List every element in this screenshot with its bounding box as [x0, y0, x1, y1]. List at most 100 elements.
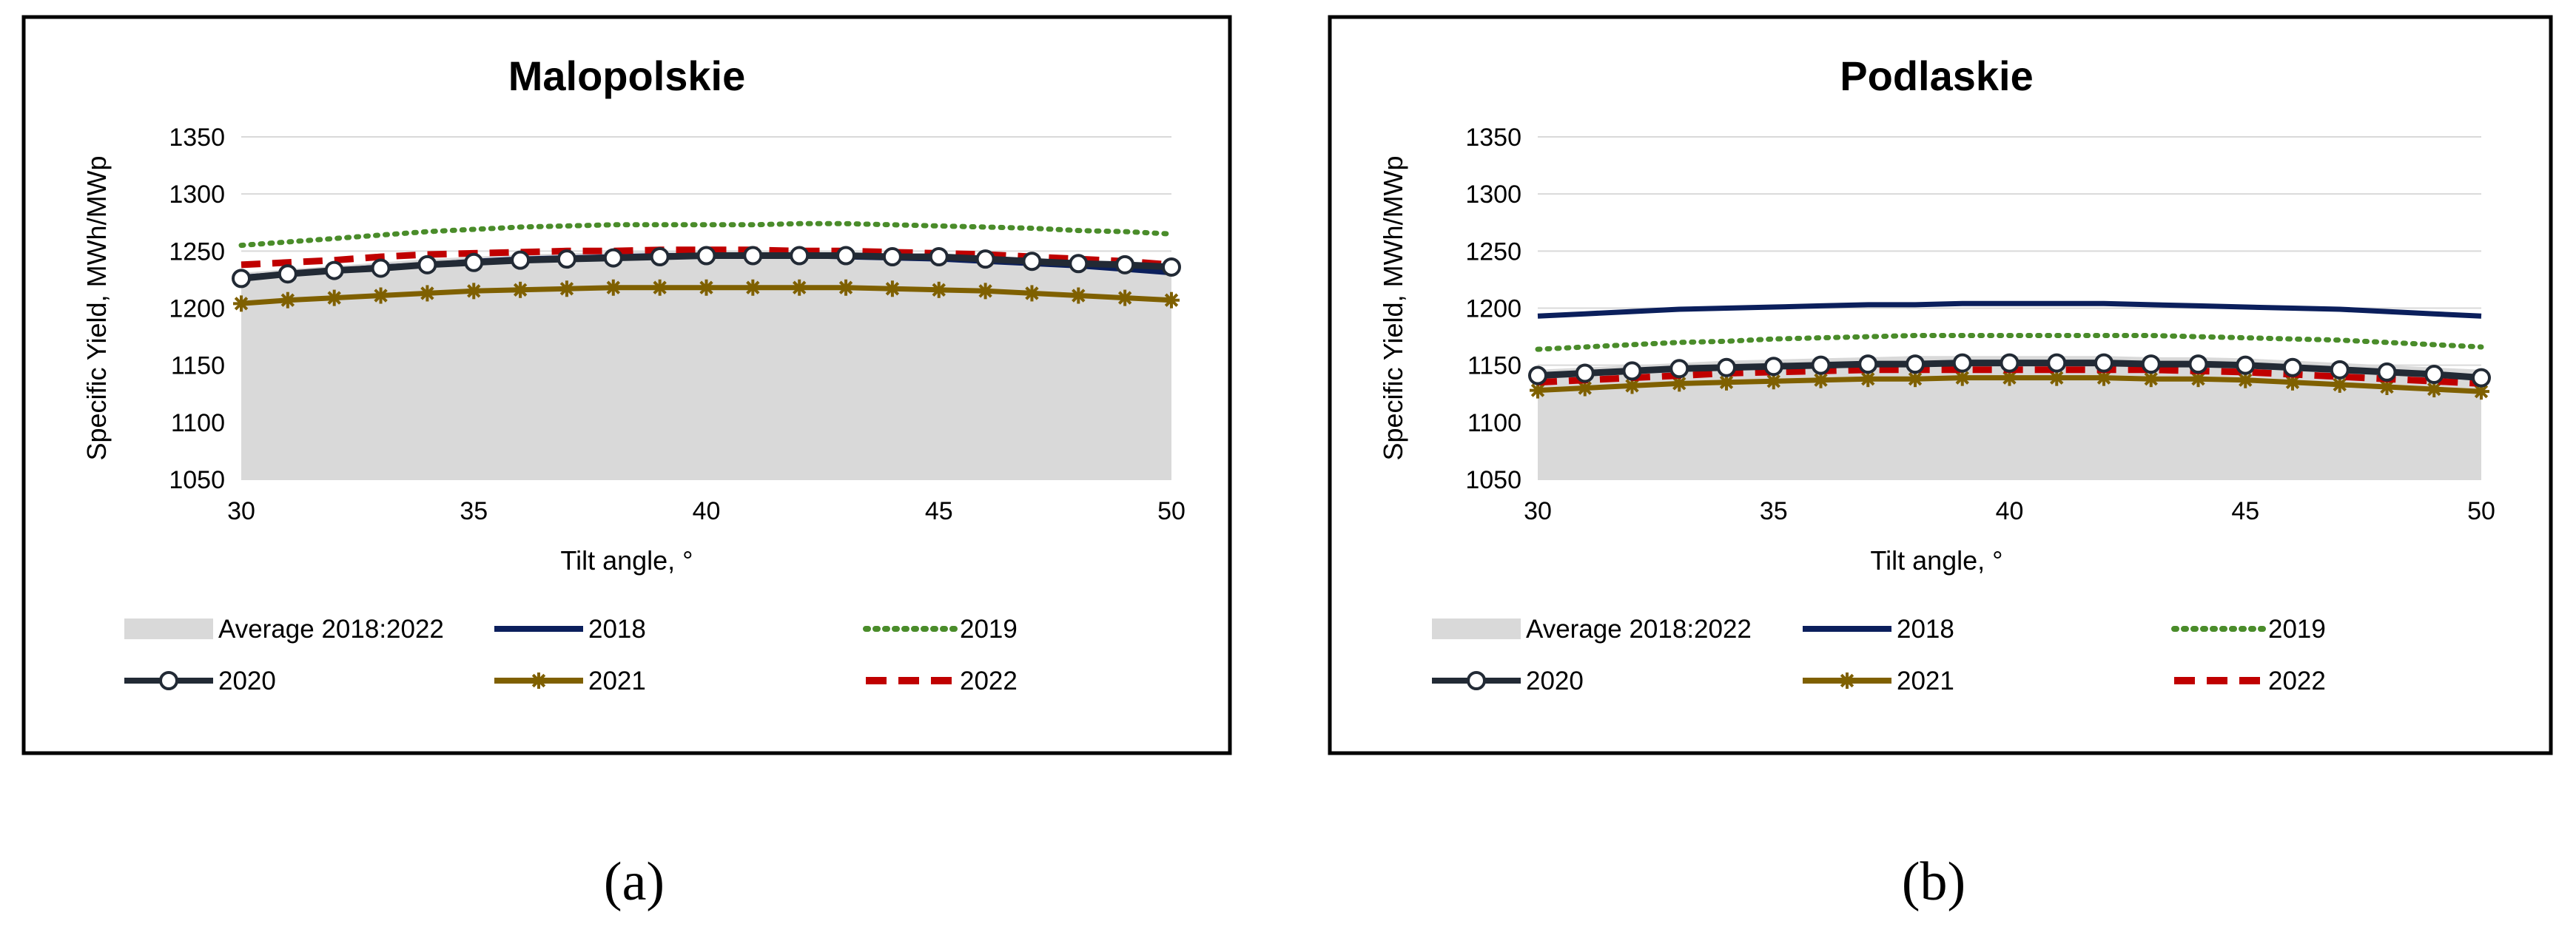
legend-entry: 2018	[494, 615, 646, 644]
x-tick-label: 50	[2467, 497, 2495, 525]
data-point-2021	[372, 287, 389, 304]
data-point-2021-stroke	[699, 280, 713, 294]
legend-label: 2021	[588, 667, 646, 695]
data-point-2020	[1622, 361, 1642, 381]
y-tick-label: 1050	[169, 466, 225, 494]
legend-entry: 2022	[2174, 667, 2326, 695]
legend-entry: 2019	[863, 615, 1018, 644]
y-tick-label: 1350	[1465, 124, 1521, 152]
data-point-2021-stroke	[838, 280, 853, 294]
data-point-2021-stroke	[1814, 373, 1828, 387]
legend-label: 2021	[1897, 667, 1954, 695]
data-point-2021	[326, 289, 343, 306]
x-axis-label: Tilt angle, °	[1870, 545, 2002, 576]
y-tick-label: 1300	[169, 181, 225, 209]
data-point-2020	[2330, 360, 2350, 380]
x-tick-label: 45	[2231, 497, 2259, 525]
data-point-2020	[929, 247, 949, 267]
data-point-2021	[930, 281, 947, 298]
y-axis-label: Specific Yield, MWh/MWp	[1378, 155, 1408, 460]
data-point-2021-stroke	[2002, 371, 2017, 385]
data-point-2021	[884, 280, 901, 297]
data-point-2021	[512, 281, 529, 298]
y-tick-label: 1250	[1465, 237, 1521, 266]
data-point-2020	[324, 260, 344, 280]
data-point-2020	[650, 247, 670, 267]
data-point-2020	[2424, 365, 2444, 385]
data-point-2021-stroke	[2380, 380, 2394, 394]
legend-label: Average 2018:2022	[218, 615, 444, 644]
data-point-2021-stroke	[2144, 371, 2158, 386]
legend-entry: 2022	[866, 667, 1018, 695]
data-point-2021-stroke	[513, 283, 528, 297]
data-point-2020	[2141, 354, 2161, 374]
legend-entry: 2021	[494, 667, 646, 695]
data-point-2021-stroke	[2191, 371, 2205, 386]
legend-label: 2022	[2268, 667, 2326, 695]
legend-label: 2019	[960, 615, 1018, 644]
data-point-2021-stroke	[653, 280, 667, 294]
data-point-2021-stroke	[1625, 379, 1639, 393]
data-point-2020	[2188, 354, 2208, 374]
data-point-2020	[1811, 355, 1831, 375]
data-point-2020	[1069, 254, 1089, 274]
data-point-2021	[2237, 371, 2254, 388]
chart-podlaskie: Podlaskie 1050 1100 1150 1200 1250 1300 1350 30 3…	[1328, 15, 2553, 755]
data-point-2021-stroke	[1955, 371, 1969, 385]
data-point-2020	[2000, 353, 2020, 373]
data-point-2021-stroke	[932, 283, 946, 297]
legend-entry: 2018	[1803, 615, 1954, 644]
data-point-2021-stroke	[746, 280, 760, 294]
data-point-2021-stroke	[1117, 291, 1132, 305]
legend-entry: 2021	[1803, 667, 1954, 695]
y-axis-label: Specific Yield, MWh/MWp	[81, 155, 112, 460]
data-point-2020	[278, 264, 297, 284]
data-point-2021	[1163, 291, 1180, 309]
legend-marker-star	[1839, 673, 1855, 689]
data-point-2021-stroke	[2474, 384, 2489, 399]
legend-label: 2020	[218, 667, 276, 695]
data-point-2021	[2048, 369, 2065, 386]
series-line-2019	[1535, 333, 2484, 352]
data-point-2020	[2236, 355, 2256, 375]
legend-label: 2019	[2268, 615, 2326, 644]
legend-entry: 2019	[2171, 615, 2326, 644]
data-point-2021-stroke	[420, 286, 434, 300]
legend-marker-circle	[1467, 671, 1486, 690]
data-point-2020	[743, 246, 763, 266]
data-point-2020	[371, 258, 391, 278]
x-tick-label: 40	[693, 497, 721, 525]
data-point-2021-stroke	[1766, 374, 1780, 388]
data-point-2020	[790, 246, 810, 266]
y-tick-label: 1250	[169, 237, 225, 266]
data-point-2021	[838, 279, 855, 296]
data-point-2021	[1023, 285, 1040, 302]
data-point-2021	[279, 291, 296, 309]
legend-label: 2018	[1897, 615, 1954, 644]
data-point-2021-stroke	[978, 284, 992, 298]
x-axis-label: Tilt angle, °	[560, 545, 693, 576]
data-point-2021-stroke	[467, 284, 481, 298]
data-point-2021-stroke	[2333, 377, 2347, 392]
chart-title: Podlaskie	[1840, 53, 2033, 99]
data-point-2020	[2377, 362, 2397, 382]
x-tick-label: 35	[1760, 497, 1788, 525]
data-point-2021-stroke	[234, 297, 249, 311]
data-point-2020	[1906, 354, 1925, 374]
legend-label: Average 2018:2022	[1526, 615, 1752, 644]
data-point-2020	[1575, 363, 1595, 383]
data-point-2020	[2472, 368, 2491, 388]
legend-entry: Average 2018:2022	[124, 615, 444, 644]
x-tick-label: 45	[925, 497, 953, 525]
data-point-2021-stroke	[327, 291, 341, 305]
data-point-2020	[2094, 353, 2113, 373]
data-point-2021-stroke	[2285, 375, 2300, 390]
data-point-2021-stroke	[1861, 371, 1875, 386]
legend-marker-star	[531, 673, 547, 689]
data-point-2021	[558, 280, 575, 297]
data-point-2020	[1952, 353, 1972, 373]
data-point-2020	[2047, 353, 2067, 373]
data-point-2021-stroke	[1672, 377, 1686, 391]
legend-label: 2018	[588, 615, 646, 644]
x-tick-label: 30	[227, 497, 255, 525]
